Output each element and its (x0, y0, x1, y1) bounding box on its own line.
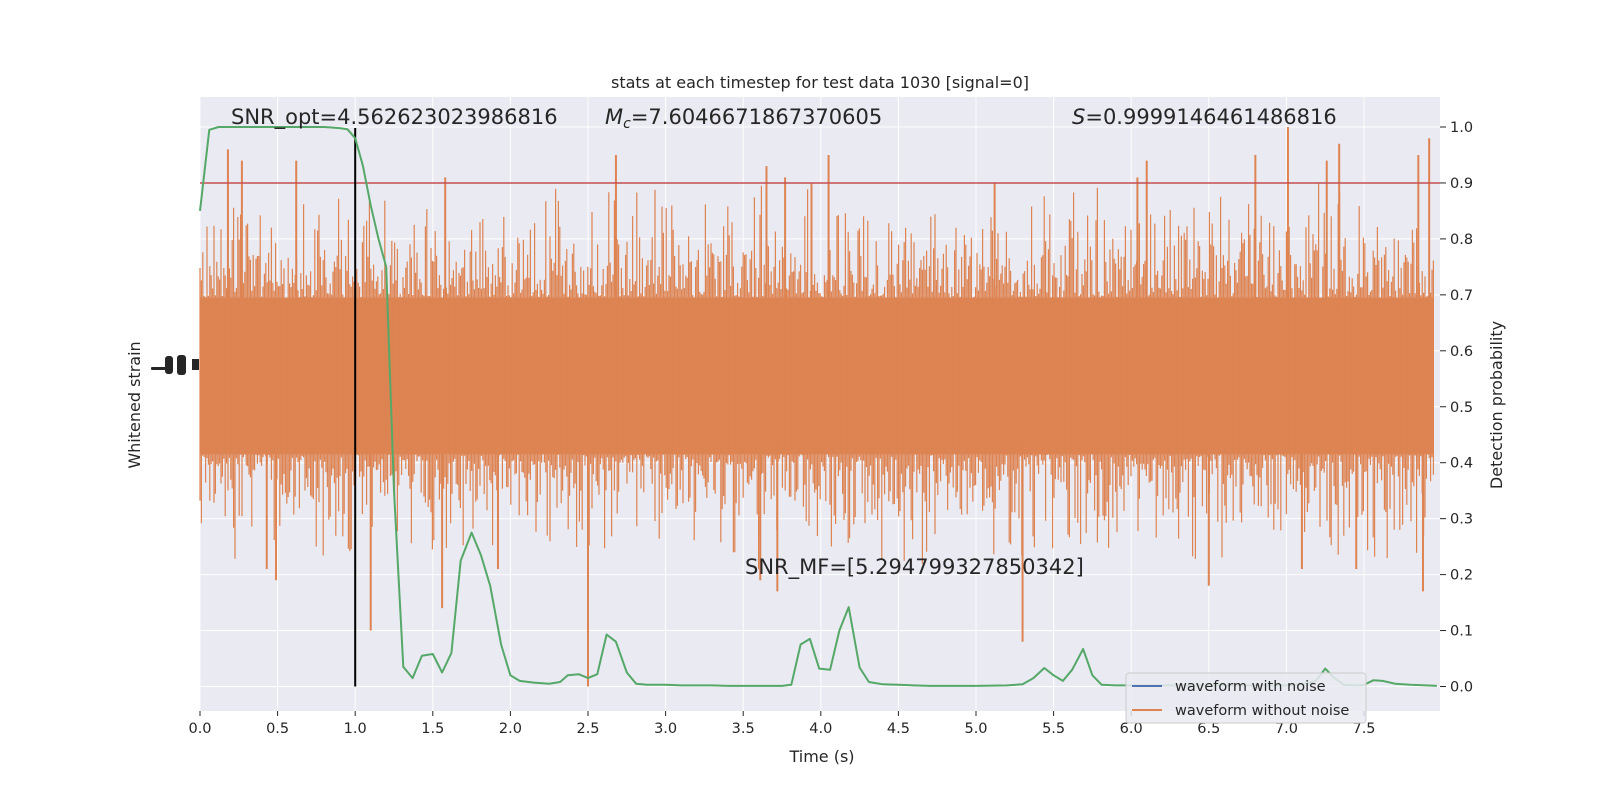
y-axis-label-right: Detection probability (1487, 321, 1506, 489)
mc-subscript: c (623, 116, 631, 132)
x-tick-label: 7.0 (1275, 721, 1298, 737)
annotation-snr-mf: SNR_MF=[5.294799327850342] (745, 555, 1084, 580)
annotation-s: S=0.9999146461486816 (1072, 105, 1337, 129)
x-tick-label: 4.5 (887, 721, 910, 737)
x-tick-label: 6.0 (1120, 721, 1143, 737)
y-tick-label: 0.7 (1450, 288, 1473, 304)
strain-trace (199, 183, 1434, 570)
legend-box (1125, 672, 1367, 724)
x-tick-label: 7.5 (1352, 721, 1375, 737)
x-tick-label: 1.0 (344, 721, 367, 737)
left-axis-clutter (151, 355, 199, 375)
x-ticks: 0.0 0.5 1.0 1.5 2.0 2.5 3.0 3.5 4.0 4.5 5.0 5.5 6.0 6… (188, 711, 1376, 737)
y-tick-label: 0.4 (1450, 456, 1473, 472)
legend-label-without-noise: waveform without noise (1175, 703, 1349, 719)
y-tick-label: 0.6 (1450, 344, 1473, 360)
s-value: =0.9999146461486816 (1085, 105, 1336, 129)
x-tick-label: 6.5 (1197, 721, 1220, 737)
y-tick-label: 0.0 (1450, 680, 1473, 696)
x-tick-label: 3.0 (654, 721, 677, 737)
x-tick-label: 2.0 (499, 721, 522, 737)
legend-label-with-noise: waveform with noise (1175, 679, 1326, 695)
strain-series (199, 127, 1434, 687)
x-tick-label: 5.0 (964, 721, 987, 737)
y-tick-label: 0.9 (1450, 176, 1473, 192)
y-tick-label: 0.5 (1450, 400, 1473, 416)
y-axis-label-left: Whitened strain (125, 341, 144, 468)
annotation-mc: Mc=7.6046671867370605 (605, 105, 882, 132)
y-ticks-right: 0.0 0.1 0.2 0.3 0.4 0.5 0.6 0.7 0.8 0.9 1.0 (1440, 120, 1473, 696)
y-tick-label: 0.8 (1450, 232, 1473, 248)
mc-value: =7.6046671867370605 (631, 105, 882, 129)
y-tick-label: 0.1 (1450, 624, 1473, 640)
x-tick-label: 3.5 (732, 721, 755, 737)
x-tick-label: 4.0 (809, 721, 832, 737)
annotation-snr-opt: SNR_opt=4.562623023986816 (231, 105, 558, 130)
x-axis-label: Time (s) (788, 747, 854, 766)
x-tick-label: 1.5 (421, 721, 444, 737)
legend: waveform with noise waveform without noi… (1125, 672, 1367, 724)
x-tick-label: 0.0 (188, 721, 211, 737)
y-tick-label: 0.2 (1450, 568, 1473, 584)
x-tick-label: 0.5 (266, 721, 289, 737)
s-symbol: S (1072, 105, 1085, 129)
y-tick-label: 0.3 (1450, 512, 1473, 528)
x-tick-label: 5.5 (1042, 721, 1065, 737)
chart-title: stats at each timestep for test data 103… (611, 73, 1029, 92)
mc-symbol: M (605, 105, 623, 129)
y-tick-label: 1.0 (1450, 120, 1473, 136)
x-tick-label: 2.5 (576, 721, 599, 737)
